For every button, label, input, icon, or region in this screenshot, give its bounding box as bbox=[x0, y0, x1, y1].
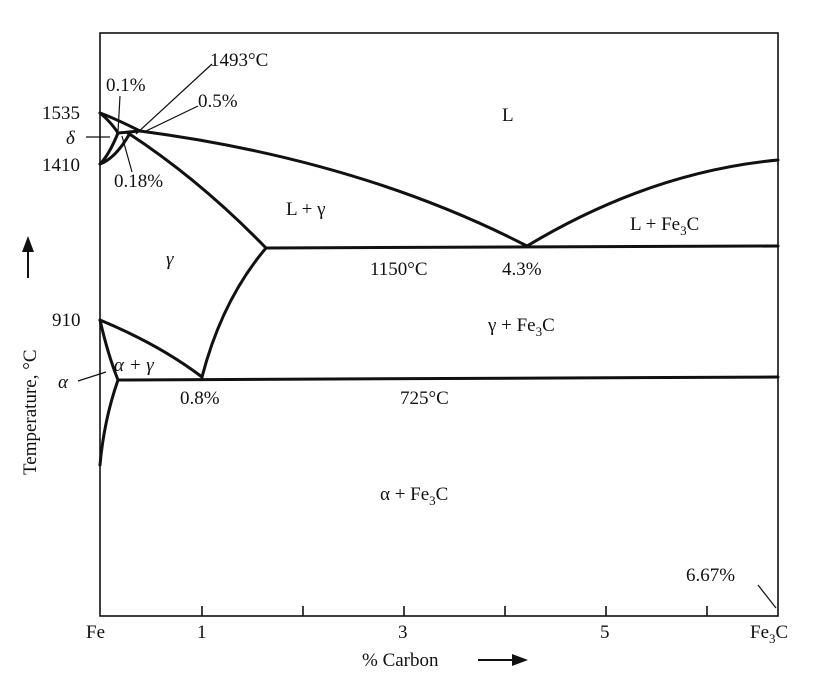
x-tick-label-1: 1 bbox=[197, 622, 207, 643]
y-axis-arrow-head bbox=[22, 236, 34, 252]
phase-l-fe3c-sub: 3 bbox=[680, 223, 687, 238]
a3-line bbox=[98, 318, 204, 379]
comp-0-5: 0.5% bbox=[198, 91, 238, 112]
phase-gamma-fe3c-sub: 3 bbox=[536, 324, 543, 339]
comp-6-67: 6.67% bbox=[686, 565, 735, 586]
leader-0-5 bbox=[143, 105, 199, 133]
comp-0-8: 0.8% bbox=[180, 388, 220, 409]
liquidus-right bbox=[525, 158, 780, 248]
leader-0-1 bbox=[117, 95, 121, 133]
x-tick-label-fe3c-main: Fe bbox=[750, 622, 769, 643]
phase-gamma-fe3c-main: γ + Fe bbox=[487, 315, 536, 336]
phase-gamma-fe3c: γ + Fe3C bbox=[487, 315, 555, 339]
x-tick-label-3: 3 bbox=[398, 622, 408, 643]
eutectic-line bbox=[264, 244, 780, 250]
alpha-gamma-left bbox=[98, 318, 120, 382]
temp-1535: 1535 bbox=[42, 103, 80, 124]
delta-solidus bbox=[98, 111, 120, 135]
x-axis-arrow-head bbox=[512, 654, 528, 666]
comp-0-18: 0.18% bbox=[114, 171, 163, 192]
leader-alpha bbox=[77, 371, 107, 382]
phase-liquid: L bbox=[502, 105, 514, 126]
y-axis-title-group: Temperature, °C bbox=[20, 236, 41, 475]
phase-l-fe3c: L + Fe3C bbox=[630, 214, 699, 238]
phase-l-fe3c-main: L + Fe bbox=[630, 214, 680, 235]
phase-delta: δ bbox=[66, 128, 76, 149]
phase-alpha-fe3c-main: α + Fe bbox=[380, 484, 429, 505]
leader-1493 bbox=[135, 63, 213, 135]
x-tick-label-fe: Fe bbox=[86, 622, 105, 643]
x-axis-title: % Carbon bbox=[362, 650, 439, 671]
phase-alpha-fe3c: α + Fe3C bbox=[380, 484, 448, 508]
phase-labels: L L + γ L + Fe3C γ γ + Fe3C α + γ α + Fe… bbox=[58, 105, 699, 508]
x-axis-tick-labels: Fe 1 3 5 Fe3C bbox=[86, 622, 788, 646]
composition-labels: 0.1% 0.5% 0.18% 4.3% 0.8% 6.67% bbox=[106, 75, 735, 586]
acm-line bbox=[200, 246, 268, 379]
phase-gamma-fe3c-tail: C bbox=[542, 315, 555, 336]
phase-alpha: α bbox=[58, 372, 69, 393]
x-tick-label-5: 5 bbox=[600, 622, 610, 643]
phase-gamma: γ bbox=[166, 249, 174, 270]
temp-1150: 1150°C bbox=[370, 259, 428, 280]
temperature-labels: 1535 1410 910 1493°C 1150°C 725°C bbox=[42, 50, 449, 409]
liquidus-left bbox=[138, 129, 529, 248]
x-tick-label-fe3c-sub: 3 bbox=[769, 631, 776, 646]
x-axis-title-group: % Carbon bbox=[362, 650, 528, 671]
alpha-solvus bbox=[98, 378, 120, 467]
solidus bbox=[126, 131, 268, 250]
phase-alpha-gamma: α + γ bbox=[114, 355, 154, 376]
leader-0-18 bbox=[121, 135, 133, 173]
comp-4-3: 4.3% bbox=[502, 259, 542, 280]
temp-910: 910 bbox=[52, 310, 81, 331]
delta-liquidus bbox=[98, 111, 142, 133]
temp-1410: 1410 bbox=[42, 155, 80, 176]
x-tick-label-fe3c: Fe3C bbox=[750, 622, 788, 646]
comp-0-1: 0.1% bbox=[106, 75, 146, 96]
phase-alpha-fe3c-sub: 3 bbox=[429, 493, 436, 508]
eutectoid-line bbox=[116, 375, 780, 382]
temp-1493: 1493°C bbox=[210, 50, 268, 71]
phase-boundaries bbox=[98, 111, 780, 467]
phase-alpha-fe3c-tail: C bbox=[436, 484, 449, 505]
x-axis-ticks bbox=[201, 606, 708, 616]
y-axis-title: Temperature, °C bbox=[20, 350, 41, 476]
plot-frame bbox=[99, 32, 779, 617]
x-tick-label-fe3c-tail: C bbox=[776, 622, 789, 643]
phase-l-gamma: L + γ bbox=[286, 199, 326, 220]
leader-lines bbox=[77, 63, 777, 609]
delta-gamma-boundary bbox=[98, 131, 132, 166]
leader-6-67 bbox=[757, 584, 777, 609]
phase-l-fe3c-tail: C bbox=[687, 214, 700, 235]
temp-725: 725°C bbox=[400, 388, 449, 409]
